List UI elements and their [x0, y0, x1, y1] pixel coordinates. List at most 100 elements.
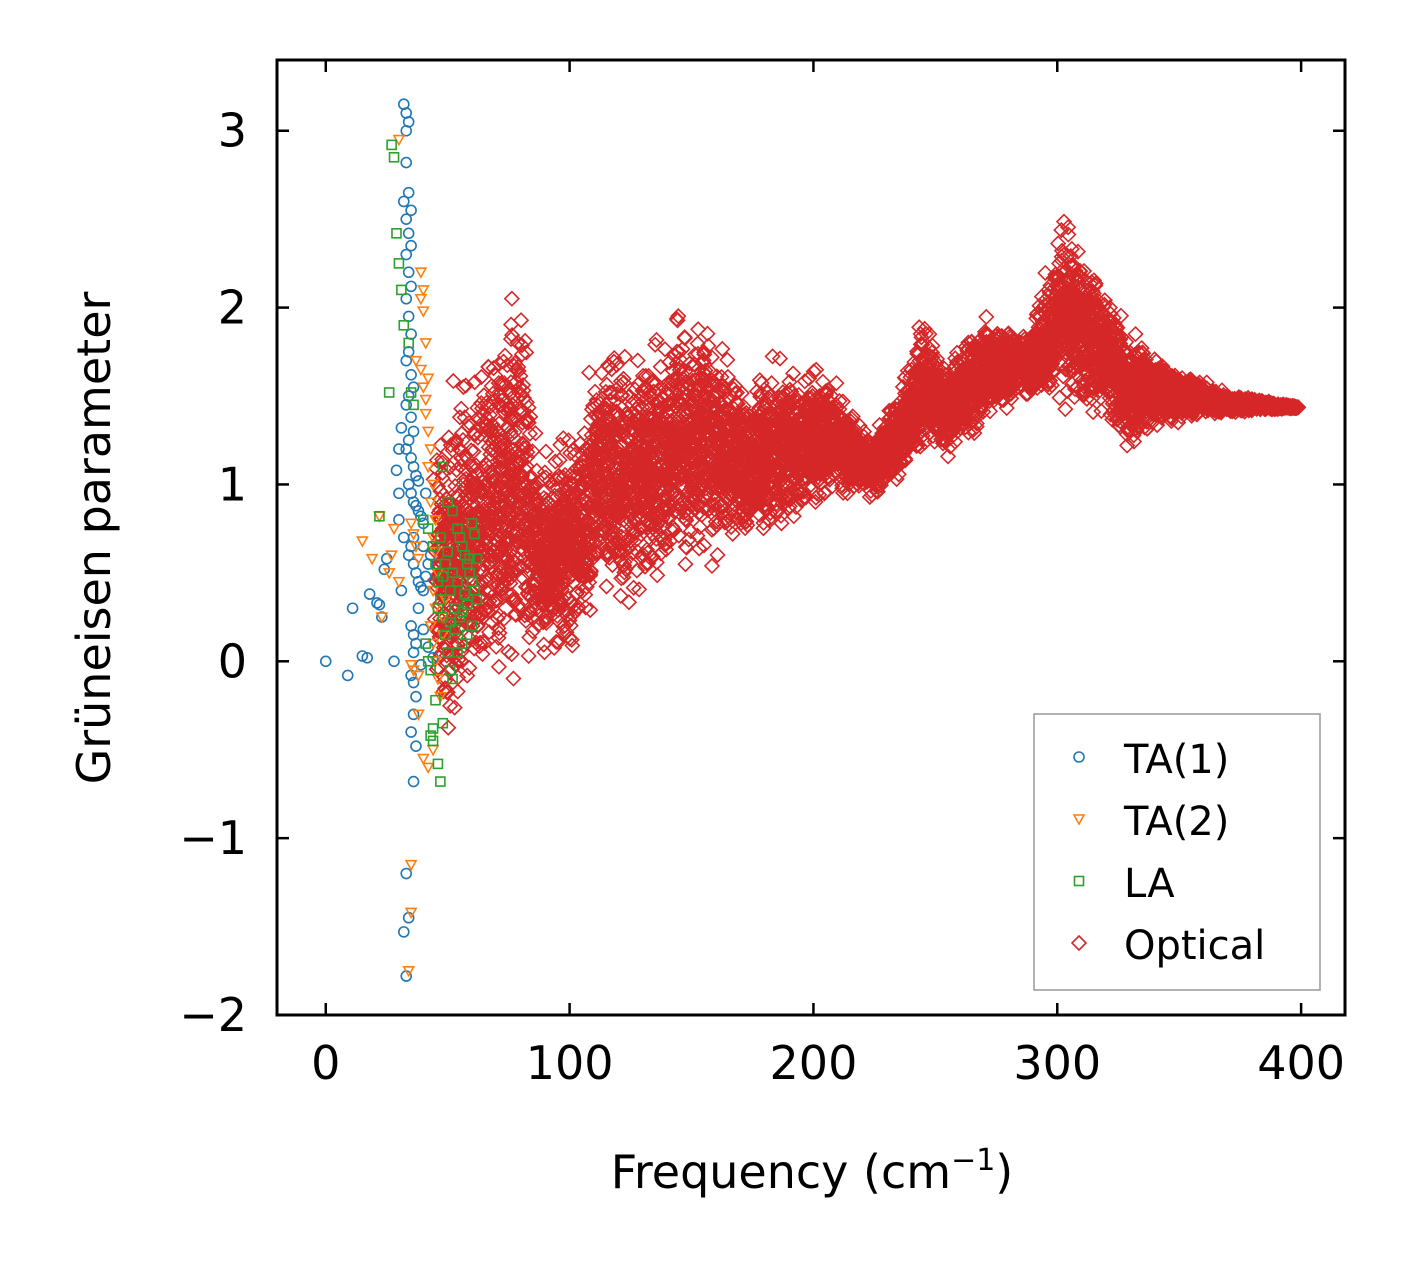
optical-point: [453, 400, 470, 417]
optical-point: [668, 376, 686, 394]
optical-point: [632, 526, 650, 543]
optical-point: [892, 425, 910, 442]
optical-point: [671, 351, 688, 368]
optical-point: [445, 372, 462, 390]
optical-point: [564, 637, 581, 654]
optical-point: [441, 459, 458, 476]
optical-point: [682, 523, 700, 540]
optical-point: [598, 397, 615, 414]
optical-point: [506, 357, 523, 375]
optical-point: [879, 437, 896, 455]
optical-point: [733, 428, 750, 446]
optical-point: [773, 468, 790, 485]
optical-point: [571, 488, 589, 505]
optical-point: [490, 592, 507, 609]
optical-point: [469, 429, 487, 446]
optical-point: [648, 509, 665, 526]
optical-point: [735, 481, 752, 498]
points-layer: [319, 98, 1307, 982]
optical-point: [573, 583, 591, 600]
optical-point: [518, 439, 535, 456]
optical-point: [515, 382, 532, 399]
optical-point: [539, 590, 556, 607]
optical-point: [920, 378, 937, 396]
optical-point: [514, 540, 531, 558]
optical-point: [537, 443, 555, 460]
optical-point: [491, 624, 508, 642]
optical-point: [842, 426, 860, 443]
optical-point: [593, 522, 611, 539]
optical-point: [490, 658, 508, 675]
optical-point: [501, 566, 518, 583]
optical-point: [499, 357, 516, 374]
optical-point: [503, 290, 520, 307]
optical-point: [808, 361, 825, 378]
optical-point: [492, 388, 509, 406]
optical-point: [598, 376, 615, 393]
optical-point: [724, 405, 741, 423]
optical-point: [457, 487, 474, 504]
optical-point: [488, 489, 505, 506]
optical-point: [586, 383, 604, 400]
optical-point: [525, 557, 542, 574]
optical-point: [490, 374, 507, 392]
optical-point: [784, 469, 801, 486]
optical-point: [474, 405, 491, 422]
optical-point: [843, 410, 860, 427]
optical-point: [724, 525, 741, 543]
optical-point: [897, 452, 914, 469]
optical-point: [634, 388, 651, 405]
optical-point: [687, 356, 704, 373]
optical-point: [795, 489, 813, 506]
optical-point: [527, 425, 544, 442]
optical-point: [869, 483, 886, 500]
optical-point: [453, 425, 471, 442]
optical-point: [640, 555, 657, 572]
optical-point: [714, 340, 731, 358]
optical-point: [507, 605, 524, 622]
optical-point: [550, 467, 567, 484]
optical-point: [647, 336, 664, 353]
optical-point: [442, 524, 459, 541]
optical-point: [502, 423, 519, 440]
optical-point: [914, 336, 931, 353]
optical-point: [703, 557, 721, 575]
optical-point: [627, 514, 644, 531]
optical-point: [658, 443, 675, 460]
optical-point: [577, 441, 595, 458]
optical-point: [461, 659, 478, 676]
optical-point: [445, 454, 462, 472]
optical-point: [663, 403, 681, 421]
optical-point: [658, 458, 675, 475]
optical-point: [430, 620, 447, 638]
optical-point: [483, 377, 500, 395]
optical-point: [660, 374, 677, 391]
optical-point: [608, 403, 625, 420]
optical-point: [892, 452, 909, 470]
optical-point: [672, 458, 689, 475]
optical-point: [661, 532, 679, 550]
optical-point: [663, 392, 680, 409]
optical-point: [677, 538, 694, 555]
optical-point: [924, 337, 941, 354]
optical-point: [512, 312, 530, 329]
optical-point: [562, 545, 579, 562]
optical-point: [705, 404, 722, 422]
optical-point: [628, 530, 646, 548]
optical-point: [518, 344, 535, 361]
optical-point: [493, 432, 510, 450]
optical-point: [709, 463, 726, 481]
optical-point: [659, 501, 677, 518]
optical-point: [473, 368, 490, 386]
optical-point: [659, 404, 676, 421]
optical-point: [577, 586, 594, 603]
optical-point: [780, 500, 797, 517]
optical-point: [621, 477, 639, 494]
optical-point: [580, 364, 598, 381]
optical-point: [502, 330, 520, 348]
optical-point: [738, 506, 755, 523]
optical-point: [758, 486, 776, 503]
optical-point: [514, 526, 531, 543]
optical-point: [696, 346, 713, 363]
optical-point: [712, 377, 730, 394]
